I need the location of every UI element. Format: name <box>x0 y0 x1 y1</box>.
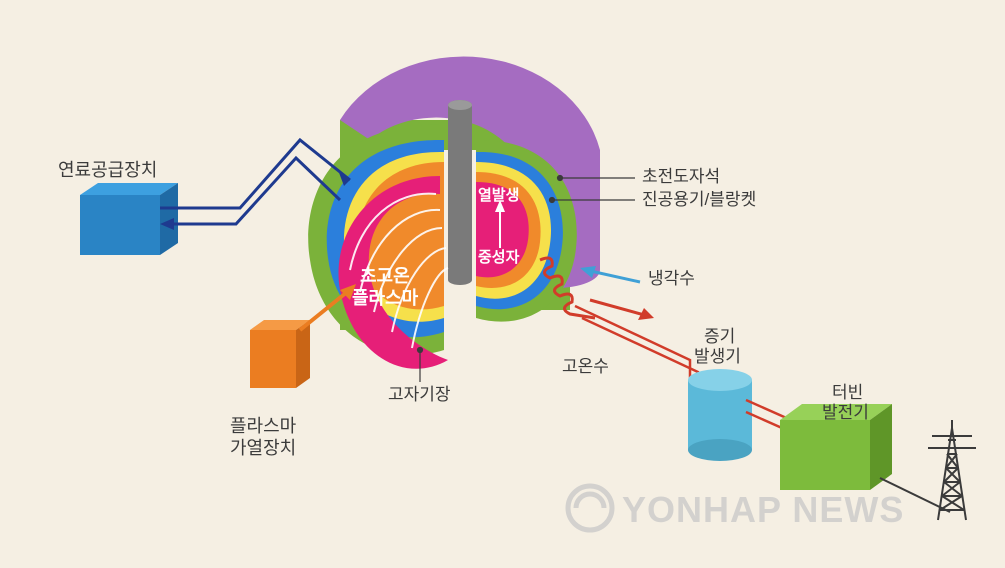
watermark: YONHAP NEWS <box>568 486 904 530</box>
reactor-left-half <box>308 125 448 369</box>
label-vacuum-blanket: 진공용기/블랑켓 <box>642 190 756 209</box>
hot-water-line <box>575 306 698 400</box>
label-steam-1: 증기 <box>704 327 735 346</box>
label-fuel-supply: 연료공급장치 <box>58 160 157 180</box>
label-turbine-1: 터빈 <box>832 383 863 402</box>
label-steam-2: 발생기 <box>694 347 741 366</box>
label-heater-1: 플라스마 <box>230 416 297 436</box>
watermark-text: YONHAP NEWS <box>622 489 904 530</box>
fuel-supply-box <box>80 183 178 255</box>
fusion-reactor-diagram: 연료공급장치 플라스마 가열장치 초고온 플라스마 고자기장 열발생 중성자 초… <box>0 0 1005 568</box>
label-coolant: 냉각수 <box>648 269 695 288</box>
label-turbine-2: 발전기 <box>822 403 869 422</box>
steam-generator <box>688 369 752 461</box>
reactor-center-column <box>448 100 472 285</box>
label-magnetic-field: 고자기장 <box>388 385 451 404</box>
label-plasma-2: 플라스마 <box>352 288 419 308</box>
label-neutron: 중성자 <box>478 248 520 266</box>
label-heater-2: 가열장치 <box>230 438 296 458</box>
label-heat-gen: 열발생 <box>478 187 519 204</box>
label-plasma-1: 초고온 <box>360 266 410 286</box>
label-superconductor: 초전도자석 <box>642 167 720 186</box>
label-hot-water: 고온수 <box>562 357 609 376</box>
